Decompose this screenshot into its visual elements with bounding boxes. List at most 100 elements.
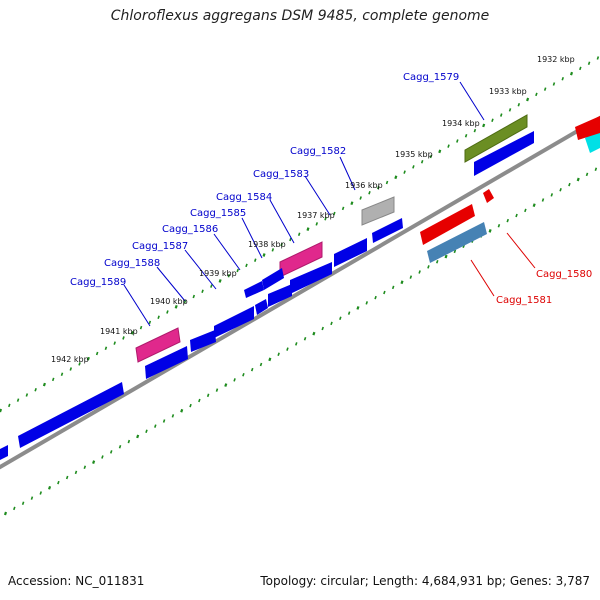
tick-dot bbox=[376, 185, 380, 190]
gene-label[interactable]: Cagg_1579 bbox=[403, 72, 459, 83]
cds-blue-7[interactable] bbox=[190, 330, 216, 352]
gene-label[interactable]: Cagg_1588 bbox=[104, 258, 160, 269]
tick-dot bbox=[245, 263, 248, 268]
tick-label: 1935 kbp bbox=[395, 150, 433, 159]
cds-cyan[interactable] bbox=[585, 130, 600, 153]
cds-blue-small-3[interactable] bbox=[255, 299, 268, 315]
tick-dot bbox=[341, 206, 345, 211]
tick-dot bbox=[438, 149, 442, 154]
tick-dot bbox=[568, 182, 571, 187]
genome-backbone bbox=[0, 115, 600, 470]
cds-blue-9[interactable] bbox=[18, 382, 124, 448]
cds-red-small[interactable] bbox=[483, 189, 494, 203]
tick-dot bbox=[306, 227, 310, 231]
tick-dot bbox=[587, 61, 591, 65]
tick-dot bbox=[385, 180, 389, 185]
tick-dot bbox=[295, 342, 298, 346]
tick-label: 1937 kbp bbox=[297, 211, 335, 220]
reverse-gene-labels: Cagg_1580 Cagg_1581 bbox=[496, 269, 592, 306]
tick-dot bbox=[198, 398, 201, 403]
gene-label[interactable]: Cagg_1581 bbox=[496, 295, 552, 306]
tick-dot bbox=[189, 403, 192, 408]
tick-dot bbox=[210, 284, 213, 288]
tick-dot bbox=[8, 403, 11, 408]
tick-dot bbox=[420, 159, 424, 164]
gene-label[interactable]: Cagg_1582 bbox=[290, 146, 346, 157]
tick-dot bbox=[447, 144, 450, 148]
tick-dot bbox=[162, 419, 166, 423]
tick-dot bbox=[374, 295, 377, 300]
cds-red-2[interactable] bbox=[575, 116, 600, 140]
tick-dot bbox=[429, 154, 433, 159]
tick-dot bbox=[409, 275, 413, 279]
gene-label[interactable]: Cagg_1580 bbox=[536, 269, 592, 280]
cds-olive[interactable] bbox=[464, 114, 528, 163]
cds-blue-4[interactable] bbox=[290, 262, 332, 294]
accession-text: Accession: NC_011831 bbox=[8, 574, 145, 588]
gene-label[interactable]: Cagg_1583 bbox=[253, 169, 309, 180]
tick-dot bbox=[324, 216, 327, 221]
cds-gray[interactable] bbox=[361, 196, 395, 226]
forward-gene-labels: Cagg_1579 Cagg_1582 Cagg_1583 Cagg_1584 … bbox=[70, 72, 459, 288]
tick-dot bbox=[289, 237, 292, 242]
tick-dot bbox=[233, 378, 236, 382]
tick-dot bbox=[330, 321, 333, 326]
cds-blue-6[interactable] bbox=[214, 306, 254, 338]
tick-dot bbox=[473, 128, 477, 133]
forward-label-connectors bbox=[123, 81, 485, 327]
gene-label[interactable]: Cagg_1584 bbox=[216, 192, 272, 203]
tick-dot bbox=[130, 330, 134, 335]
outer-tick-dots bbox=[0, 56, 600, 413]
tick-dot bbox=[174, 304, 178, 309]
tick-dot bbox=[136, 434, 140, 439]
cds-blue-5[interactable] bbox=[268, 284, 292, 307]
tick-dot bbox=[250, 367, 254, 372]
cds-red-1[interactable] bbox=[420, 204, 475, 245]
tick-dot bbox=[594, 167, 598, 171]
gene-label[interactable]: Cagg_1585 bbox=[190, 208, 246, 219]
gene-label[interactable]: Cagg_1589 bbox=[70, 277, 126, 288]
tick-label: 1938 kbp bbox=[248, 240, 286, 249]
tick-dot bbox=[171, 414, 175, 418]
tick-dot bbox=[157, 315, 160, 319]
gene-label[interactable]: Cagg_1587 bbox=[132, 241, 188, 252]
tick-dot bbox=[550, 193, 554, 197]
cds-pink-2[interactable] bbox=[135, 327, 181, 363]
tick-dot bbox=[109, 450, 113, 454]
tick-dot bbox=[506, 218, 509, 223]
tick-label: 1932 kbp bbox=[537, 55, 575, 64]
tick-dot bbox=[312, 331, 316, 336]
tick-dot bbox=[524, 208, 527, 213]
tick-dot bbox=[508, 108, 512, 112]
cds-steelblue[interactable] bbox=[427, 222, 487, 263]
tick-dot bbox=[339, 316, 342, 320]
tick-dot bbox=[78, 362, 81, 366]
cds-blue-3[interactable] bbox=[334, 238, 367, 267]
cds-blue-10[interactable] bbox=[0, 445, 8, 462]
cds-blue-8[interactable] bbox=[145, 346, 188, 379]
tick-dot bbox=[535, 92, 538, 97]
tick-dot bbox=[262, 253, 266, 257]
tick-label: 1936 kbp bbox=[345, 181, 383, 190]
tick-dot bbox=[16, 398, 20, 402]
tick-dot bbox=[517, 102, 521, 107]
tick-dot bbox=[400, 280, 404, 285]
tick-dot bbox=[74, 470, 78, 475]
tick-dot bbox=[21, 501, 25, 505]
gene-label[interactable]: Cagg_1586 bbox=[162, 224, 218, 235]
tick-label: 1940 kbp bbox=[150, 297, 188, 306]
tick-dot bbox=[297, 232, 301, 237]
tick-dot bbox=[224, 383, 228, 387]
tick-dot bbox=[464, 134, 468, 138]
tick-dot bbox=[482, 123, 486, 128]
cds-blue-small-2[interactable] bbox=[244, 281, 264, 298]
tick-dot bbox=[576, 177, 580, 182]
tick-dot bbox=[435, 259, 439, 264]
tick-dot bbox=[236, 268, 239, 273]
cds-blue-1[interactable] bbox=[474, 131, 534, 176]
tick-label: 1942 kbp bbox=[51, 355, 89, 364]
cds-blue-2[interactable] bbox=[372, 218, 403, 243]
tick-dot bbox=[403, 170, 406, 174]
cds-blue-small-1[interactable] bbox=[262, 268, 284, 290]
tick-dot bbox=[532, 203, 536, 208]
